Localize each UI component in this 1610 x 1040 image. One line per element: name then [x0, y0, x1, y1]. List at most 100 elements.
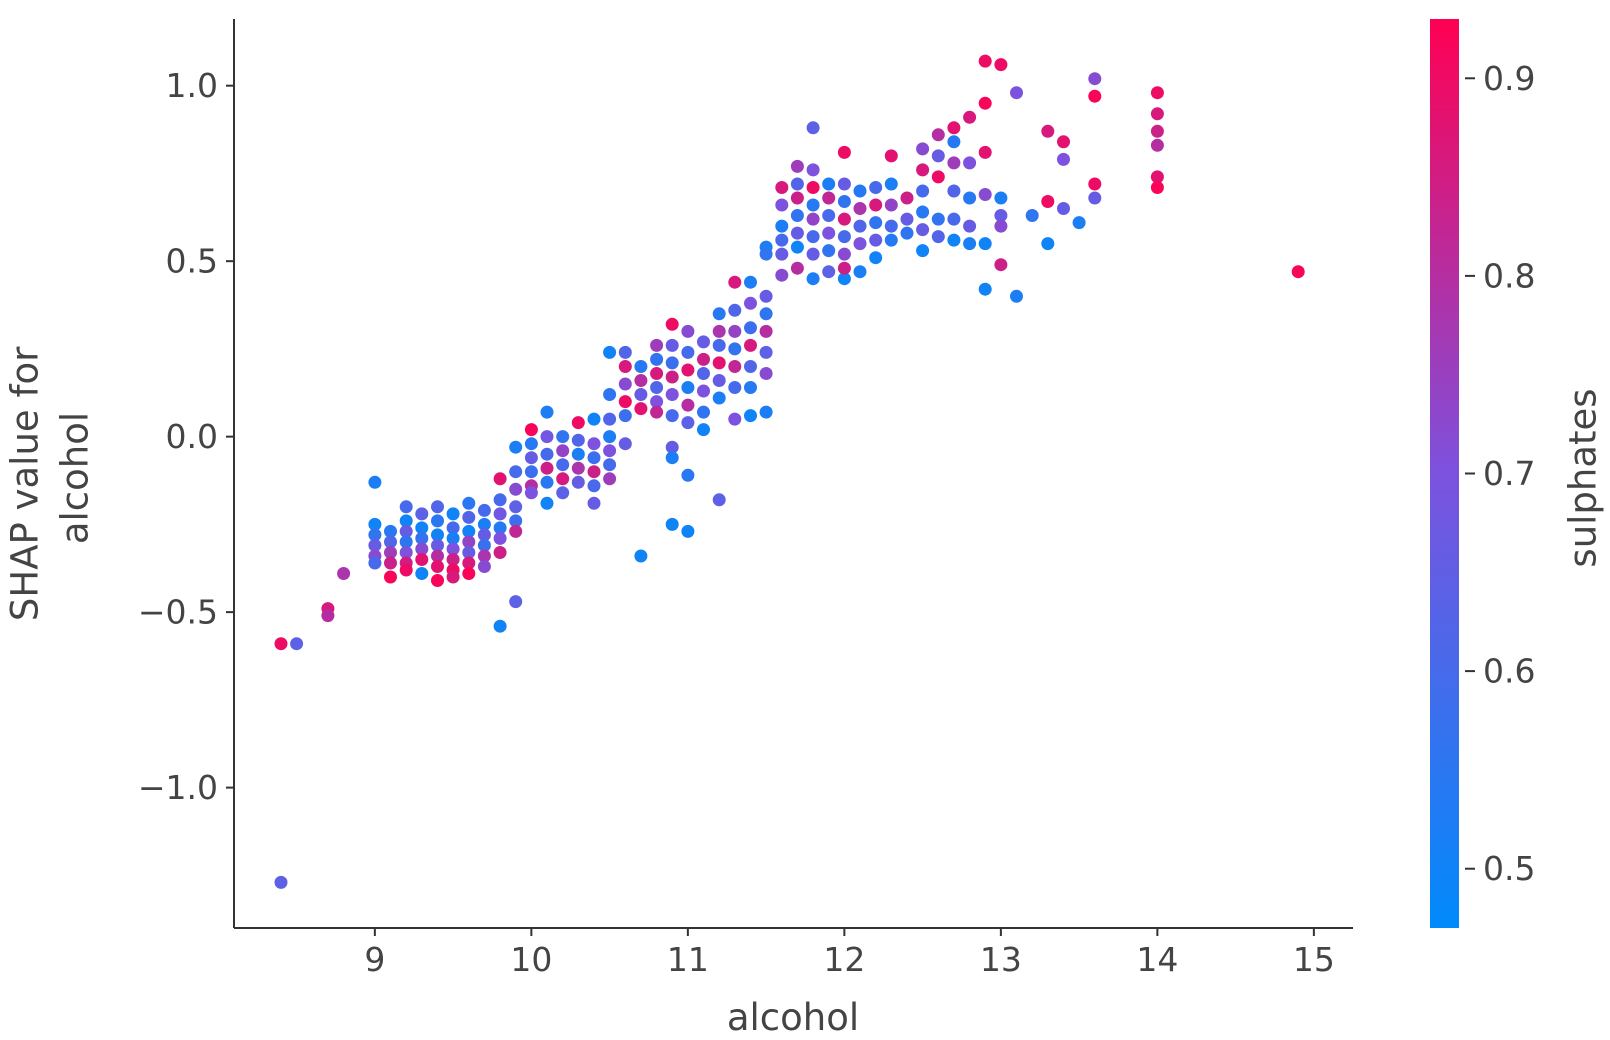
- scatter-point: [712, 307, 726, 321]
- scatter-point: [1150, 170, 1164, 184]
- scatter-point: [837, 195, 851, 208]
- scatter-point: [509, 482, 523, 496]
- y-tick-label: 0.0: [166, 417, 218, 456]
- scatter-point: [775, 181, 789, 194]
- scatter-point: [994, 219, 1008, 233]
- x-tick-label: 9: [364, 940, 385, 979]
- scatter-point: [994, 58, 1008, 72]
- scatter-point: [931, 128, 945, 142]
- scatter-point: [415, 521, 429, 535]
- scatter-point: [571, 475, 585, 489]
- scatter-point: [493, 531, 507, 545]
- scatter-point: [681, 345, 695, 359]
- scatter-point: [822, 209, 836, 222]
- scatter-point: [650, 338, 664, 352]
- scatter-point: [587, 465, 601, 479]
- scatter-point: [884, 233, 898, 247]
- scatter-point: [790, 177, 804, 191]
- scatter-point: [540, 430, 554, 444]
- scatter-point: [947, 233, 961, 247]
- scatter-point: [1150, 138, 1164, 152]
- scatter-point: [1057, 152, 1070, 166]
- scatter-point: [744, 321, 757, 335]
- scatter-point: [681, 468, 695, 482]
- scatter-point: [1041, 124, 1055, 138]
- scatter-point: [477, 517, 491, 531]
- scatter-point: [415, 507, 429, 521]
- scatter-point: [963, 237, 977, 251]
- scatter-point: [916, 244, 930, 258]
- scatter-point: [493, 507, 507, 521]
- scatter-point: [634, 549, 648, 563]
- scatter-point: [884, 198, 898, 212]
- scatter-point: [1057, 202, 1070, 215]
- x-tick-label: 10: [510, 940, 552, 979]
- scatter-point: [431, 500, 444, 514]
- scatter-point: [634, 374, 648, 387]
- scatter-point: [728, 275, 742, 289]
- scatter-point: [806, 163, 820, 177]
- scatter-point: [603, 430, 617, 444]
- y-tick-label: 0.5: [166, 242, 218, 281]
- scatter-point: [790, 261, 804, 275]
- scatter-point: [822, 191, 836, 205]
- scatter-points: [274, 54, 1305, 889]
- scatter-point: [978, 145, 992, 159]
- scatter-point: [540, 475, 554, 489]
- scatter-point: [477, 549, 491, 563]
- scatter-point: [477, 528, 491, 542]
- colorbar-title: sulphates: [1562, 388, 1605, 567]
- scatter-point: [665, 338, 679, 352]
- scatter-point: [540, 461, 554, 475]
- scatter-point: [822, 265, 836, 279]
- scatter-point: [822, 226, 836, 240]
- scatter-point: [790, 159, 804, 173]
- scatter-point: [603, 458, 617, 472]
- scatter-point: [916, 223, 930, 237]
- scatter-point: [806, 230, 820, 244]
- scatter-point: [978, 237, 992, 251]
- scatter-point: [869, 251, 883, 265]
- scatter-point: [916, 142, 930, 156]
- scatter-point: [384, 570, 397, 584]
- scatter-point: [650, 367, 664, 380]
- scatter-point: [540, 496, 554, 510]
- scatter-point: [477, 538, 491, 552]
- scatter-point: [665, 317, 679, 331]
- scatter-point: [524, 423, 538, 437]
- scatter-point: [524, 437, 538, 451]
- scatter-point: [744, 296, 757, 310]
- scatter-point: [681, 363, 695, 377]
- scatter-point: [978, 282, 992, 296]
- colorbar-ticks: 0.9 0.8 0.7 0.6 0.5: [1465, 59, 1535, 888]
- scatter-point: [744, 360, 757, 373]
- scatter-point: [681, 524, 695, 538]
- scatter-point: [759, 289, 773, 303]
- scatter-point: [1025, 209, 1039, 222]
- colorbar: 0.9 0.8 0.7 0.6 0.5 sulphates: [1430, 19, 1605, 928]
- scatter-point: [274, 637, 288, 651]
- scatter-point: [1150, 107, 1164, 121]
- scatter-point: [728, 381, 742, 394]
- scatter-point: [931, 170, 945, 184]
- scatter-point: [587, 496, 601, 510]
- scatter-point: [1150, 181, 1164, 194]
- scatter-point: [837, 230, 851, 244]
- scatter-point: [837, 272, 851, 286]
- scatter-point: [290, 637, 304, 651]
- scatter-point: [493, 546, 507, 559]
- scatter-point: [869, 216, 883, 230]
- scatter-point: [1057, 135, 1070, 149]
- scatter-point: [775, 198, 789, 212]
- scatter-point: [446, 507, 460, 521]
- scatter-point: [822, 244, 836, 258]
- scatter-point: [399, 535, 413, 549]
- scatter-point: [853, 184, 867, 198]
- x-axis-ticks: 9 10 11 12 13 14 15: [364, 928, 1335, 979]
- scatter-point: [963, 191, 977, 205]
- scatter-point: [415, 542, 429, 556]
- scatter-point: [994, 191, 1008, 205]
- scatter-point: [790, 191, 804, 205]
- scatter-point: [493, 521, 507, 535]
- scatter-point: [1088, 177, 1102, 191]
